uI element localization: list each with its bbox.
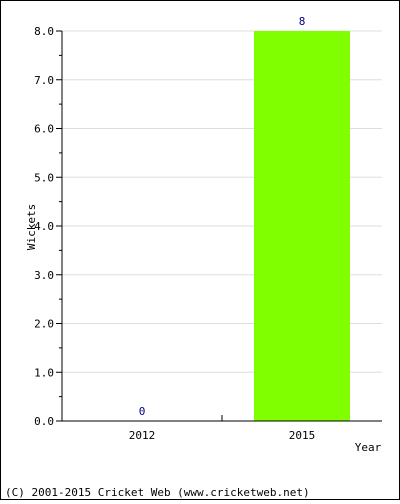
- bars: [254, 31, 350, 421]
- copyright-footer: (C) 2001-2015 Cricket Web (www.cricketwe…: [5, 486, 310, 499]
- y-tick-label: 5.0: [34, 171, 54, 184]
- x-axis-title: Year: [355, 441, 382, 454]
- y-tick-label: 2.0: [34, 318, 54, 331]
- bar-2015: [254, 31, 350, 421]
- data-label-2012: 0: [139, 405, 146, 418]
- y-tick-label: 0.0: [34, 415, 54, 428]
- y-tick-label: 7.0: [34, 74, 54, 87]
- axes: [56, 30, 382, 422]
- y-tick-label: 6.0: [34, 123, 54, 136]
- grid-lines: [62, 30, 382, 373]
- y-axis-title: Wickets: [25, 204, 38, 250]
- y-tick-label: 8.0: [34, 25, 54, 38]
- y-tick-label: 1.0: [34, 366, 54, 379]
- labels: 0.0 1.0 2.0 3.0 4.0 5.0 6.0 7.0 8.0 0 2012 8 2015: [34, 15, 315, 442]
- x-tick-label-2015: 2015: [289, 429, 316, 442]
- y-tick-label: 3.0: [34, 269, 54, 282]
- data-label-2015: 8: [299, 15, 306, 28]
- x-tick-label-2012: 2012: [129, 429, 156, 442]
- y-tick-label: 4.0: [34, 220, 54, 233]
